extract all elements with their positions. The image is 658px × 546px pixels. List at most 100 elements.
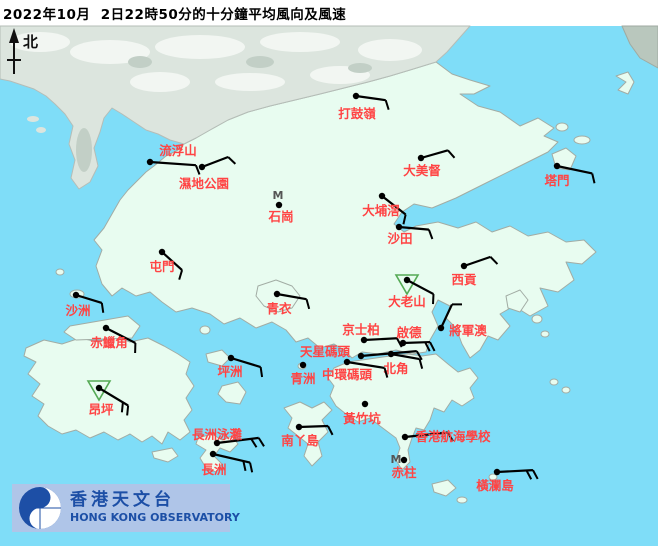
station-dot xyxy=(95,384,103,392)
waglan-islet xyxy=(488,473,498,481)
station-label-lamma-island: 南丫島 xyxy=(281,433,319,448)
station-label-star-ferry-pier: 天星碼頭 xyxy=(300,344,351,359)
station-dot xyxy=(357,352,365,360)
lung-kwu-chau-island xyxy=(55,268,65,276)
wind-barb-feather xyxy=(257,437,265,447)
station-tates-cairn: 大老山 xyxy=(388,274,435,309)
station-waglan-island: 橫瀾島 xyxy=(476,468,539,493)
station-dot xyxy=(553,162,561,170)
ninepin-islet-2 xyxy=(561,386,571,394)
station-lau-fau-shan: 流浮山 xyxy=(146,143,201,175)
wind-barb xyxy=(406,279,435,296)
station-peng-chau: 坪洲 xyxy=(217,354,264,379)
station-dot xyxy=(343,358,351,366)
station-dot xyxy=(158,248,166,256)
station-label-cheung-chau-beach: 長洲泳灘 xyxy=(192,427,243,442)
station-label-sha-chau: 沙洲 xyxy=(65,303,90,318)
wind-barb xyxy=(363,337,398,342)
wind-barb xyxy=(75,293,103,304)
station-green-island: 青洲 xyxy=(290,361,316,386)
station-dot xyxy=(299,361,307,369)
station-dot xyxy=(273,290,281,298)
wind-barb-feather xyxy=(227,156,237,165)
wind-barb xyxy=(398,225,429,231)
station-ta-kwu-ling: 打鼓嶺 xyxy=(338,92,390,121)
station-label-central-pier: 中環碼頭 xyxy=(322,367,373,382)
wind-barb-feather xyxy=(259,366,264,378)
station-label-waglan-island: 橫瀾島 xyxy=(476,478,514,493)
station-tseung-kwan-o: 將軍澳 xyxy=(437,303,487,338)
station-dot xyxy=(403,276,411,284)
station-tai-po-kau: 大埔滘 xyxy=(362,192,407,225)
port-shelter-islet-2 xyxy=(540,330,550,338)
wind-barb-feather xyxy=(427,229,434,240)
station-kings-park: 京士柏 xyxy=(342,322,403,348)
station-label-ta-kwu-ling: 打鼓嶺 xyxy=(338,106,376,121)
station-dot xyxy=(198,163,206,171)
wind-barb-feather xyxy=(327,425,334,436)
peng-chau-island xyxy=(205,349,231,367)
station-label-green-island: 青洲 xyxy=(290,371,315,386)
wind-barb-feather xyxy=(532,469,539,480)
wind-barb xyxy=(556,164,593,175)
station-dot xyxy=(213,439,221,447)
station-dot xyxy=(493,468,501,476)
wong-wan-chau-island xyxy=(573,135,591,145)
wind-barb xyxy=(404,431,448,439)
wind-barb-feather xyxy=(250,438,258,448)
wind-barb xyxy=(298,424,329,429)
shek-kwu-chau-island xyxy=(151,447,179,463)
hko-logo-zh: 香港天文台 xyxy=(70,489,175,510)
wind-barb xyxy=(161,251,183,271)
po-toi-islet-2 xyxy=(456,496,468,504)
wind-barb xyxy=(149,160,196,167)
station-kai-tak: 啟德 xyxy=(396,325,436,352)
station-label-ngong-ping: 昂坪 xyxy=(88,402,114,417)
station-shek-kong: M 石崗 xyxy=(267,189,293,224)
station-sha-tin: 沙田 xyxy=(387,223,434,246)
station-wetland-park: 濕地公園 xyxy=(179,155,237,191)
station-dot xyxy=(227,354,235,362)
wind-barb-feather xyxy=(249,462,254,473)
station-dot xyxy=(395,223,403,231)
kat-o-island xyxy=(555,122,569,132)
wind-barb xyxy=(390,352,420,361)
station-dot xyxy=(360,336,368,344)
wind-barb-feather xyxy=(384,99,390,111)
wind-barb-feather xyxy=(402,214,407,225)
station-dot xyxy=(460,262,468,270)
wind-barb-feather xyxy=(418,358,424,369)
wind-barb xyxy=(420,149,449,160)
wind-barb xyxy=(276,292,307,301)
wind-barb-feather xyxy=(178,269,184,280)
wind-barb-feather xyxy=(429,341,436,352)
station-tuen-mun: 屯門 xyxy=(149,248,184,280)
wind-barb-feather xyxy=(100,302,105,313)
station-label-tai-po-kau: 大埔滘 xyxy=(362,203,400,218)
hko-logo-en: HONG KONG OBSERVATORY xyxy=(70,511,241,524)
station-label-tap-mun: 塔門 xyxy=(544,173,569,188)
wind-barb xyxy=(440,303,453,329)
station-label-tsing-yi: 青衣 xyxy=(266,301,292,316)
wind-barb-feather xyxy=(120,402,124,413)
station-dot xyxy=(400,456,408,464)
wind-barb-feather xyxy=(415,350,423,361)
station-ngong-ping: 昂坪 xyxy=(86,380,130,417)
wind-barb xyxy=(346,360,385,370)
hko-logo: 香港天文台 HONG KONG OBSERVATORY xyxy=(12,484,241,532)
po-toi-islands xyxy=(431,479,457,497)
wind-barb-feather xyxy=(525,469,533,480)
station-label-sai-kung: 西貢 xyxy=(451,272,477,287)
station-label-stanley: 赤柱 xyxy=(391,465,417,480)
urban-texture xyxy=(10,32,422,172)
triangle-marker xyxy=(394,274,420,296)
station-label-kai-tak: 啟德 xyxy=(396,325,422,340)
station-sha-chau: 沙洲 xyxy=(65,291,105,318)
station-tai-mei-tuk: 大美督 xyxy=(403,149,456,178)
station-tsing-yi: 青衣 xyxy=(266,290,311,316)
station-dot xyxy=(361,400,369,408)
land-layer xyxy=(23,61,635,504)
